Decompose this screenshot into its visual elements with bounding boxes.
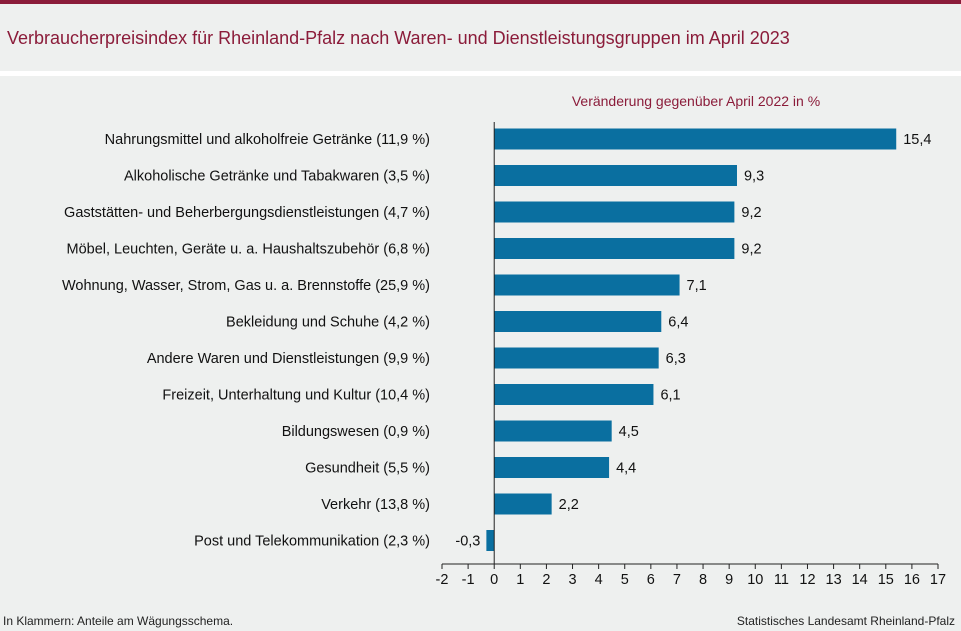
x-tick-label: 7 bbox=[673, 572, 681, 588]
data-label: 4,5 bbox=[619, 424, 639, 440]
x-tick-label: 12 bbox=[799, 572, 815, 588]
category-label: Post und Telekommunikation (2,3 %) bbox=[194, 534, 430, 550]
x-tick-label: 14 bbox=[852, 572, 868, 588]
category-label: Gaststätten- und Beherbergungsdienstleis… bbox=[64, 205, 430, 221]
x-tick-label: 1 bbox=[516, 572, 524, 588]
bar bbox=[494, 493, 552, 515]
bar bbox=[494, 311, 662, 332]
bar bbox=[494, 347, 659, 369]
category-label: Bekleidung und Schuhe (4,2 %) bbox=[226, 315, 430, 331]
data-label: 9,3 bbox=[744, 169, 764, 185]
bar bbox=[494, 420, 612, 442]
x-tick-label: 4 bbox=[595, 572, 603, 588]
x-tick-label: -2 bbox=[436, 572, 449, 588]
bar bbox=[494, 128, 897, 150]
x-tick-label: 16 bbox=[904, 572, 920, 588]
top-accent-rule bbox=[0, 0, 961, 4]
x-tick-label: 9 bbox=[725, 572, 733, 588]
category-label: Andere Waren und Dienstleistungen (9,9 %… bbox=[147, 351, 430, 367]
bar bbox=[494, 238, 735, 259]
bar bbox=[494, 384, 654, 405]
category-label: Nahrungsmittel und alkoholfreie Getränke… bbox=[105, 132, 430, 148]
title-divider bbox=[0, 71, 961, 76]
footnote: In Klammern: Anteile am Wägungsschema. bbox=[3, 614, 234, 628]
category-label: Alkoholische Getränke und Tabakwaren (3,… bbox=[124, 169, 430, 185]
chart-subtitle: Veränderung gegenüber April 2022 in % bbox=[572, 93, 820, 109]
chart-title: Verbraucherpreisindex für Rheinland-Pfal… bbox=[7, 28, 790, 48]
data-label: -0,3 bbox=[455, 534, 480, 550]
x-tick-label: 3 bbox=[568, 572, 576, 588]
data-label: 7,1 bbox=[687, 278, 707, 294]
x-tick-label: 10 bbox=[747, 572, 763, 588]
x-tick-label: 17 bbox=[930, 572, 946, 588]
x-tick-label: 11 bbox=[774, 572, 789, 588]
category-label: Möbel, Leuchten, Geräte u. a. Haushaltsz… bbox=[66, 242, 430, 258]
bar bbox=[494, 165, 737, 186]
data-label: 4,4 bbox=[616, 461, 636, 477]
bar bbox=[494, 274, 680, 296]
source-credit: Statistisches Landesamt Rheinland-Pfalz bbox=[736, 614, 955, 628]
bar bbox=[494, 457, 610, 478]
category-label: Wohnung, Wasser, Strom, Gas u. a. Brenns… bbox=[62, 278, 430, 294]
category-label: Bildungswesen (0,9 %) bbox=[282, 424, 430, 440]
bar bbox=[494, 201, 735, 223]
x-tick-label: -1 bbox=[462, 572, 475, 588]
data-label: 9,2 bbox=[741, 205, 761, 221]
x-tick-label: 6 bbox=[647, 572, 655, 588]
x-tick-label: 8 bbox=[699, 572, 707, 588]
x-tick-label: 13 bbox=[826, 572, 842, 588]
category-label: Verkehr (13,8 %) bbox=[321, 497, 430, 513]
bar bbox=[486, 530, 495, 551]
data-label: 6,4 bbox=[668, 315, 688, 331]
data-label: 9,2 bbox=[741, 242, 761, 258]
x-tick-label: 2 bbox=[542, 572, 550, 588]
category-label: Gesundheit (5,5 %) bbox=[305, 461, 430, 477]
x-tick-label: 0 bbox=[490, 572, 498, 588]
data-label: 6,3 bbox=[666, 351, 686, 367]
data-label: 15,4 bbox=[903, 132, 931, 148]
data-label: 2,2 bbox=[559, 497, 579, 513]
data-label: 6,1 bbox=[660, 388, 680, 404]
x-tick-label: 5 bbox=[621, 572, 629, 588]
category-label: Freizeit, Unterhaltung und Kultur (10,4 … bbox=[162, 388, 430, 404]
x-tick-label: 15 bbox=[878, 572, 894, 588]
